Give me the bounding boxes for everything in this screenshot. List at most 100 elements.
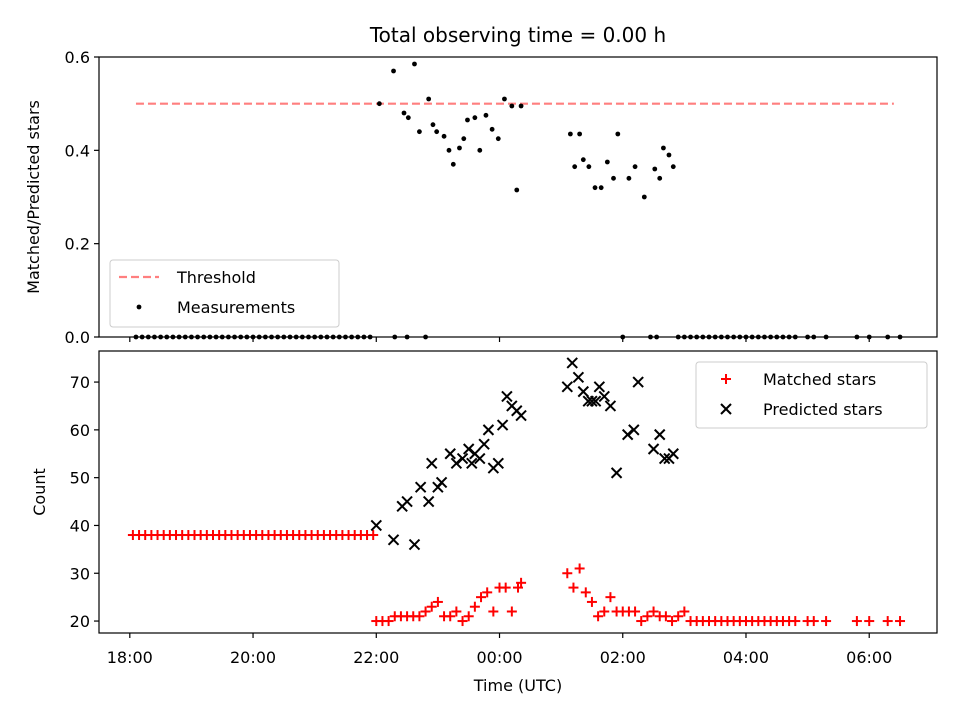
- matched-point: [586, 596, 597, 607]
- ratio-axes-frame: [98, 56, 938, 338]
- matched-point: [562, 568, 573, 579]
- measurement-point: [472, 115, 478, 121]
- matched-point: [368, 530, 379, 541]
- matched-point: [882, 616, 893, 627]
- y-tick-label: 0.4: [65, 141, 90, 160]
- x-axis-label: Time (UTC): [473, 676, 562, 695]
- matched-point: [648, 606, 659, 617]
- measurement-point: [514, 187, 520, 193]
- predicted-point: [658, 452, 671, 465]
- x-tick-label: 02:00: [600, 648, 646, 667]
- predicted-point: [632, 376, 644, 388]
- count-y-axis-label: Count: [30, 468, 49, 516]
- measurement-point: [580, 157, 586, 163]
- matched-point: [864, 616, 875, 627]
- measurement-point: [489, 126, 495, 132]
- predicted-point: [482, 424, 495, 436]
- measurement-point: [518, 103, 524, 109]
- measurement-point: [592, 185, 598, 191]
- matched-point: [457, 616, 468, 627]
- predicted-point: [577, 385, 590, 398]
- predicted-point: [466, 457, 478, 470]
- x-tick-label: 20:00: [230, 648, 276, 667]
- y-tick-label: 70: [70, 373, 90, 392]
- predicted-point: [593, 381, 606, 393]
- matched-point: [630, 606, 641, 617]
- measurement-point: [509, 103, 515, 109]
- y-tick-label: 60: [70, 421, 90, 440]
- matched-point: [420, 606, 431, 617]
- measurement-point: [572, 164, 578, 170]
- measurement-point: [461, 136, 467, 142]
- predicted-point: [667, 448, 679, 460]
- measurement-point: [434, 129, 440, 135]
- matched-legend-swatch: [721, 374, 731, 384]
- ratio-legend: Threshold Measurements: [109, 259, 340, 328]
- count-axes-frame: [98, 350, 938, 634]
- series-predicted-stars: [370, 357, 679, 551]
- count-plot-area: [127, 357, 906, 627]
- measurement-point: [652, 166, 658, 172]
- predicted-point: [370, 519, 382, 532]
- measurement-point: [632, 164, 638, 170]
- measurement-point: [670, 164, 676, 170]
- measurement-point: [641, 194, 647, 200]
- predicted-point: [422, 495, 435, 508]
- measurement-point: [477, 147, 483, 153]
- threshold-legend-label: Threshold: [176, 268, 256, 287]
- matched-point: [821, 616, 832, 627]
- predicted-legend-swatch: [720, 403, 732, 415]
- predicted-point: [572, 371, 585, 383]
- matched-point: [605, 592, 616, 603]
- x-tick-label: 06:00: [846, 648, 892, 667]
- measurement-point: [577, 131, 583, 137]
- predicted-point: [566, 357, 578, 369]
- measurement-point: [426, 96, 432, 102]
- x-tick-label: 18:00: [107, 648, 153, 667]
- predicted-point: [604, 400, 617, 412]
- matched-point: [790, 616, 801, 627]
- measurement-point: [430, 122, 436, 128]
- measurement-point: [626, 175, 632, 181]
- predicted-point: [654, 428, 666, 441]
- matched-point: [432, 596, 443, 607]
- measurement-point: [483, 112, 489, 118]
- matched-point: [469, 601, 480, 612]
- matched-point: [445, 611, 456, 622]
- measurement-point: [446, 147, 452, 153]
- matched-point: [568, 582, 579, 593]
- matched-point: [599, 606, 610, 617]
- measurement-point: [586, 164, 592, 170]
- count-ticks: 20 30 40 50 60 70 18:00 20:00 22:00 00:00 02:00 04:…: [70, 373, 893, 667]
- y-tick-label: 20: [70, 612, 90, 631]
- panel-ratio: 0.0 0.2 0.4 0.6 Matched/Predicted stars Thr…: [24, 48, 938, 347]
- matched-point: [482, 587, 493, 598]
- predicted-point: [598, 390, 610, 403]
- matched-point: [660, 611, 671, 622]
- measurement-point: [417, 129, 422, 135]
- measurements-legend-label: Measurements: [177, 298, 295, 317]
- measurement-point: [661, 145, 666, 151]
- predicted-point: [501, 390, 513, 403]
- predicted-point: [387, 534, 400, 546]
- y-tick-label: 40: [70, 516, 90, 535]
- matched-point: [506, 606, 517, 617]
- measurement-point: [598, 185, 604, 191]
- measurements-legend-swatch: [136, 304, 142, 310]
- matched-point: [463, 611, 474, 622]
- predicted-point: [401, 495, 413, 508]
- predicted-point: [647, 443, 660, 455]
- matched-point: [426, 601, 437, 612]
- series-matched-stars: [127, 530, 906, 627]
- matched-legend-label: Matched stars: [763, 370, 876, 389]
- measurement-point: [657, 175, 663, 181]
- count-legend: Matched stars Predicted stars: [695, 361, 928, 429]
- matched-point: [383, 616, 394, 627]
- measurement-point: [611, 175, 616, 181]
- predicted-point: [414, 481, 427, 493]
- predicted-point: [435, 476, 448, 489]
- measurement-point: [401, 110, 407, 116]
- matched-point: [679, 606, 690, 617]
- measurement-point: [495, 136, 501, 142]
